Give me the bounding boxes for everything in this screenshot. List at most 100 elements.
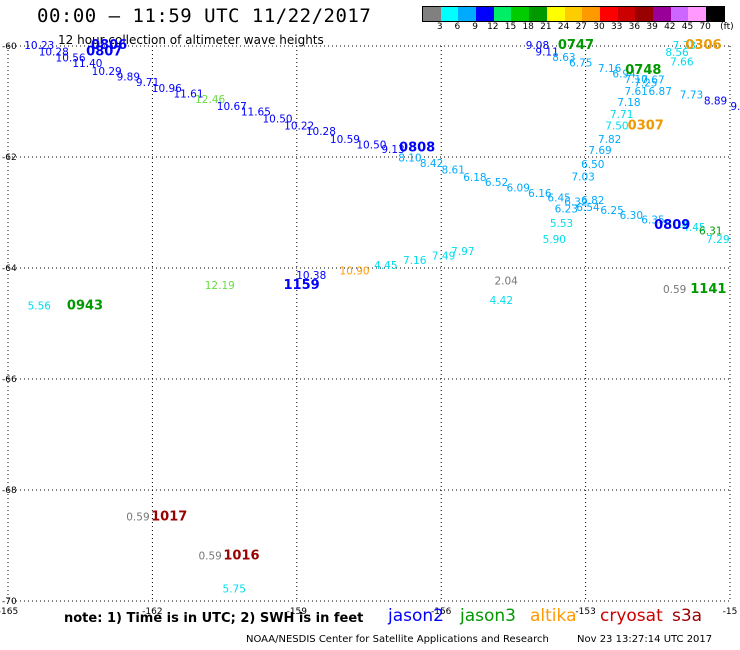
x-tick-label: -165 — [0, 607, 18, 617]
wave-height-value: 9.29 — [730, 101, 740, 113]
color-swatch — [546, 7, 565, 21]
wave-height-value: 5.75 — [223, 584, 246, 596]
wave-height-value: 5.14 — [665, 219, 689, 231]
color-scale-label: 15 — [504, 22, 517, 32]
color-scale-bar — [422, 6, 725, 22]
wave-height-value: 7.16 — [403, 255, 427, 267]
wave-height-value: 9.71 — [136, 77, 159, 89]
axis-labels: -165 -162 -159 -156 -153 -15 -60 -62 -64 -66 -68 -7… — [0, 42, 737, 617]
wave-height-value: 5.90 — [543, 234, 566, 246]
color-swatch — [617, 7, 636, 21]
grid-lines — [7, 45, 731, 602]
legend-item-cryosat: cryosat — [600, 606, 663, 626]
color-swatch — [440, 7, 459, 21]
color-scale-labels: 3 6 9 12 15 18 21 24 27 30 33 36 39 42 45 70 (ft) — [422, 22, 740, 34]
pass-time-label: 1141 — [690, 282, 726, 297]
wave-height-value: 6.30 — [620, 210, 643, 222]
wave-height-value: 6.35 — [641, 215, 664, 227]
wave-height-value: 6.82 — [581, 195, 604, 207]
y-tick-label: -68 — [2, 486, 17, 496]
wave-height-value: 10.28 — [306, 126, 336, 138]
color-scale-label: 27 — [575, 22, 588, 32]
wave-height-value: 10.90 — [340, 266, 370, 278]
color-swatch — [423, 7, 441, 21]
legend-item-altika: altika — [530, 606, 577, 626]
pass-time-label: 1017 — [151, 510, 187, 525]
color-scale-label: 3 — [436, 22, 443, 32]
color-swatch — [529, 7, 547, 21]
color-scale-label: 36 — [628, 22, 641, 32]
wave-height-value: 7.71 — [610, 109, 633, 121]
wave-height-value: 6.94 — [612, 69, 636, 81]
credit-line: NOAA/NESDIS Center for Satellite Applica… — [246, 634, 549, 645]
pass-time-label: 0306 — [685, 38, 721, 53]
color-scale-label: 30 — [593, 22, 605, 32]
wave-height-value: 6.45 — [547, 192, 570, 204]
wave-height-value: 12.46 — [195, 94, 225, 106]
wave-height-value: 0.59 — [663, 284, 686, 296]
color-scale-label: 9 — [472, 22, 478, 32]
generated-timestamp: Nov 23 13:27:14 UTC 2017 — [577, 634, 713, 645]
color-swatch — [582, 7, 600, 21]
wave-height-value: 9.11 — [535, 46, 558, 58]
color-scale-label: 21 — [540, 22, 552, 32]
color-scale-label: 42 — [664, 22, 676, 32]
color-swatch — [706, 7, 724, 21]
wave-height-value: 10.38 — [296, 270, 326, 282]
wave-height-value: 6.25 — [600, 205, 623, 217]
color-swatch — [670, 7, 689, 21]
pass-time-label: 1159 — [284, 278, 320, 293]
wave-height-value: 6.75 — [569, 58, 592, 70]
page-subtitle: 12 hour collection of altimeter wave hei… — [58, 33, 324, 47]
y-tick-label: -66 — [2, 375, 17, 385]
wave-height-value: 10.50 — [356, 140, 386, 152]
wave-height-value: 6.32 — [564, 196, 587, 208]
wave-height-value: 10.56 — [56, 53, 86, 65]
pass-time-label: 0747 — [558, 38, 594, 53]
wave-height-values: 10.2310.2810.5611.4010.299.899.7110.9611… — [24, 40, 740, 596]
x-tick-label: -159 — [287, 607, 308, 617]
wave-height-value: 7.03 — [571, 171, 594, 183]
wave-height-value: 12.19 — [205, 280, 235, 292]
wave-height-value: 7.49 — [432, 251, 455, 263]
color-scale-label: 33 — [610, 22, 623, 32]
color-swatch — [476, 7, 494, 21]
wave-height-value: 6.50 — [581, 159, 604, 171]
wave-height-value: 7.16 — [598, 63, 622, 75]
wave-height-value: 6.18 — [463, 172, 486, 184]
wave-height-value: 5.56 — [28, 301, 52, 313]
pass-time-label: 1016 — [223, 548, 259, 563]
color-scale-label: 6 — [454, 22, 461, 32]
wave-height-value: 6.52 — [485, 177, 508, 189]
wave-height-value: 11.65 — [241, 106, 271, 118]
wave-height-value: 6.31 — [699, 226, 722, 238]
pass-time-label: 0307 — [628, 118, 664, 133]
color-scale-label: 39 — [646, 22, 658, 32]
wave-height-value: 7.73 — [673, 40, 696, 52]
wave-height-value: 7.18 — [617, 97, 640, 109]
wave-height-value: 9.89 — [117, 71, 140, 83]
wave-height-value: 9.13 — [381, 144, 404, 156]
pass-time-label: 0807 — [86, 44, 122, 59]
wave-height-value: 10.29 — [92, 66, 122, 78]
wave-height-value: 6.16 — [528, 188, 552, 200]
x-tick-label: -15 — [723, 607, 738, 617]
wave-height-value: 4.45 — [374, 260, 397, 272]
pass-time-label: 0808 — [399, 140, 435, 155]
wave-height-value: 7.69 — [588, 145, 611, 157]
color-swatch — [564, 7, 583, 21]
wave-height-value: 4.45 — [682, 222, 705, 234]
wave-height-value: 7.97 — [451, 246, 474, 258]
wave-height-value: 4.42 — [490, 295, 513, 307]
legend-item-jason2: jason2 — [388, 606, 444, 626]
pass-time-label: 0806 — [91, 38, 127, 53]
y-tick-label: -70 — [2, 597, 17, 607]
wave-height-value: 7.10 — [624, 74, 647, 86]
color-swatch — [493, 7, 512, 21]
wave-height-value: 8.10 — [398, 152, 421, 164]
wave-height-value: 6.09 — [507, 182, 530, 194]
wave-height-value: 7.67 — [641, 75, 664, 87]
